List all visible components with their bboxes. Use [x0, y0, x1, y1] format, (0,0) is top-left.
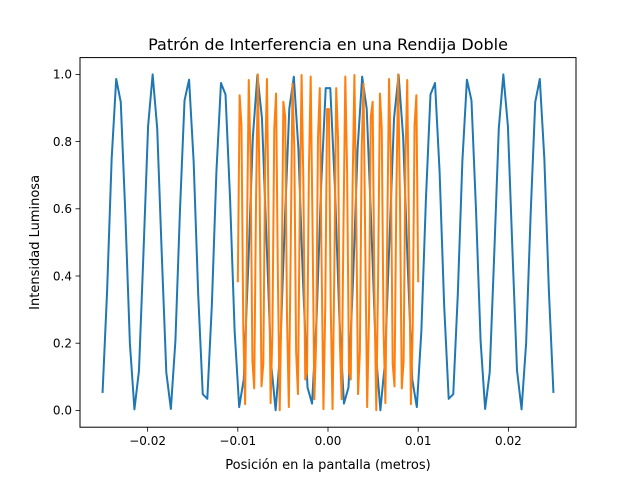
y-axis-label: Intensidad Luminosa — [28, 175, 43, 310]
y-tick-label: 0.4 — [53, 269, 72, 283]
series-layer — [101, 73, 555, 412]
x-tick-label: −0.02 — [129, 434, 166, 448]
x-tick-label: 0.00 — [315, 434, 342, 448]
chart-title: Patrón de Interferencia en una Rendija D… — [148, 35, 508, 54]
x-tick-label: 0.01 — [405, 434, 432, 448]
series-line-2 — [236, 73, 420, 412]
series-line-1 — [101, 73, 555, 412]
y-tick-label: 0.0 — [53, 404, 72, 418]
x-tick-label: 0.02 — [495, 434, 522, 448]
y-tick-label: 1.0 — [53, 68, 72, 82]
y-tick-label: 0.2 — [53, 337, 72, 351]
x-axis-ticks: −0.02 −0.01 0.00 0.01 0.02 — [129, 427, 522, 448]
x-axis-label: Posición en la pantalla (metros) — [225, 458, 430, 473]
x-tick-label: −0.01 — [219, 434, 256, 448]
y-axis-ticks: 0.0 0.2 0.4 0.6 0.8 1.0 — [53, 68, 80, 418]
y-tick-label: 0.6 — [53, 202, 72, 216]
y-tick-label: 0.8 — [53, 135, 72, 149]
